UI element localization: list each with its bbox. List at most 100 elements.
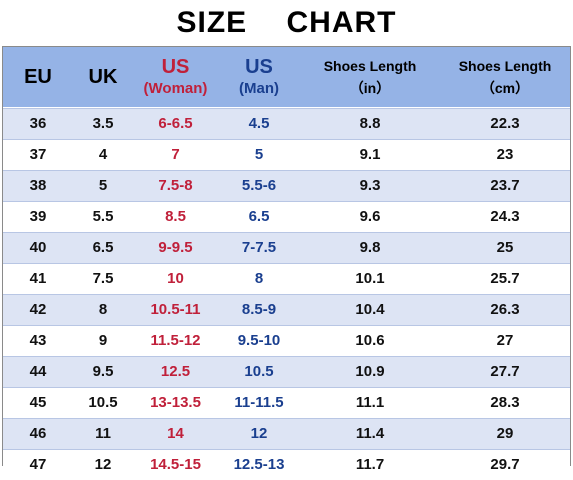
header-eu-label: EU	[24, 65, 52, 88]
cell-eu: 40	[29, 239, 47, 256]
cell-length-in: 11.4	[355, 425, 385, 442]
header-uk-label: UK	[88, 65, 118, 88]
cell-length-in: 9.1	[359, 146, 381, 163]
cell-length-in: 11.7	[355, 456, 385, 473]
cell-length-in: 9.8	[359, 239, 381, 256]
cell-us-man: 5	[254, 146, 264, 163]
page-title: SIZE CHART	[176, 6, 397, 39]
cell-us-woman: 11.5-12	[150, 332, 201, 349]
header-us-man-sub: (Man)	[239, 80, 279, 97]
cell-us-man: 5.5-6	[241, 177, 277, 194]
header-length-in-label: Shoes Length	[323, 58, 417, 74]
cell-uk: 3.5	[92, 115, 114, 132]
cell-us-woman: 8.5	[165, 208, 186, 225]
table-row: 41 7.5 10 8 10.1 25.7	[3, 263, 570, 294]
cell-us-man: 12	[250, 425, 268, 442]
header-uk: UK	[73, 47, 133, 107]
cell-length-cm: 28.3	[490, 394, 520, 411]
cell-us-woman: 7.5-8	[158, 177, 193, 194]
cell-length-cm: 23.7	[490, 177, 520, 194]
cell-length-in: 10.9	[355, 363, 385, 380]
cell-uk: 5.5	[92, 208, 114, 225]
cell-uk: 5	[98, 177, 108, 194]
cell-eu: 43	[29, 332, 47, 349]
size-chart-table: EU UK US (Woman) US (Man) Shoes Length （…	[2, 46, 571, 480]
table-header: EU UK US (Woman) US (Man) Shoes Length （…	[3, 47, 570, 108]
cell-length-in: 8.8	[359, 115, 381, 132]
header-eu: EU	[3, 47, 73, 107]
header-length-cm-unit: （cm）	[480, 80, 530, 96]
table-row: 40 6.5 9-9.5 7-7.5 9.8 25	[3, 232, 570, 263]
cell-us-woman: 14	[167, 425, 184, 442]
cell-us-woman: 6-6.5	[158, 115, 193, 132]
cell-us-woman: 12.5	[160, 363, 191, 380]
table-body: 36 3.5 6-6.5 4.5 8.8 22.3 37 4 7 5 9.1 2…	[3, 108, 570, 480]
header-us-woman-sub: (Woman)	[143, 80, 208, 97]
table-row: 36 3.5 6-6.5 4.5 8.8 22.3	[3, 108, 570, 139]
header-length-cm: Shoes Length （cm）	[440, 47, 570, 107]
cell-uk: 12	[94, 456, 112, 473]
cell-eu: 41	[29, 270, 47, 287]
cell-length-cm: 27	[496, 332, 514, 349]
cell-length-in: 9.6	[359, 208, 381, 225]
header-length-in-unit: （in）	[349, 80, 391, 96]
cell-length-in: 10.6	[355, 332, 385, 349]
table-row: 44 9.5 12.5 10.5 10.9 27.7	[3, 356, 570, 387]
cell-eu: 44	[29, 363, 47, 380]
cell-length-cm: 27.7	[490, 363, 520, 380]
cell-us-woman: 9-9.5	[158, 239, 193, 256]
table-row: 42 8 10.5-11 8.5-9 10.4 26.3	[3, 294, 570, 325]
cell-us-woman: 10.5-11	[150, 301, 201, 318]
cell-length-in: 11.1	[355, 394, 385, 411]
cell-length-cm: 22.3	[490, 115, 520, 132]
cell-length-cm: 24.3	[490, 208, 520, 225]
cell-length-cm: 25	[496, 239, 514, 256]
cell-uk: 7.5	[92, 270, 114, 287]
cell-us-man: 9.5-10	[237, 332, 281, 349]
cell-eu: 38	[29, 177, 47, 194]
table-row: 46 11 14 12 11.4 29	[3, 418, 570, 449]
header-length-in: Shoes Length （in）	[300, 47, 440, 107]
cell-length-in: 9.3	[359, 177, 381, 194]
cell-us-man: 11-11.5	[234, 394, 284, 411]
table-row: 37 4 7 5 9.1 23	[3, 139, 570, 170]
cell-uk: 6.5	[92, 239, 114, 256]
cell-us-man: 10.5	[244, 363, 274, 380]
table-row: 45 10.5 13-13.5 11-11.5 11.1 28.3	[3, 387, 570, 418]
header-us-man: US (Man)	[218, 47, 300, 107]
cell-length-cm: 25.7	[490, 270, 520, 287]
cell-us-man: 8	[254, 270, 264, 287]
cell-length-in: 10.4	[355, 301, 385, 318]
cell-uk: 10.5	[88, 394, 118, 411]
cell-length-cm: 29	[496, 425, 514, 442]
cell-us-woman: 10	[167, 270, 184, 287]
cell-us-man: 6.5	[248, 208, 270, 225]
cell-uk: 9	[98, 332, 108, 349]
cell-uk: 9.5	[92, 363, 114, 380]
cell-length-cm: 23	[496, 146, 514, 163]
cell-eu: 46	[29, 425, 47, 442]
header-length-cm-label: Shoes Length	[458, 58, 552, 74]
table-row: 47 12 14.5-15 12.5-13 11.7 29.7	[3, 449, 570, 480]
cell-us-man: 8.5-9	[241, 301, 277, 318]
cell-us-man: 12.5-13	[233, 456, 285, 473]
cell-eu: 37	[29, 146, 47, 163]
table-row: 43 9 11.5-12 9.5-10 10.6 27	[3, 325, 570, 356]
cell-eu: 45	[29, 394, 47, 411]
cell-length-cm: 29.7	[490, 456, 520, 473]
cell-us-woman: 13-13.5	[150, 394, 201, 411]
table-row: 38 5 7.5-8 5.5-6 9.3 23.7	[3, 170, 570, 201]
cell-us-woman: 7	[171, 146, 180, 163]
cell-eu: 42	[29, 301, 47, 318]
table-row: 39 5.5 8.5 6.5 9.6 24.3	[3, 201, 570, 232]
cell-us-man: 7-7.5	[241, 239, 277, 256]
cell-uk: 8	[98, 301, 108, 318]
cell-us-woman: 14.5-15	[150, 456, 201, 473]
cell-uk: 11	[95, 425, 111, 442]
cell-uk: 4	[98, 146, 108, 163]
cell-eu: 47	[29, 456, 47, 473]
cell-us-man: 4.5	[248, 115, 270, 132]
cell-length-cm: 26.3	[490, 301, 520, 318]
cell-eu: 36	[29, 115, 47, 132]
header-us-woman-label: US	[161, 56, 190, 78]
